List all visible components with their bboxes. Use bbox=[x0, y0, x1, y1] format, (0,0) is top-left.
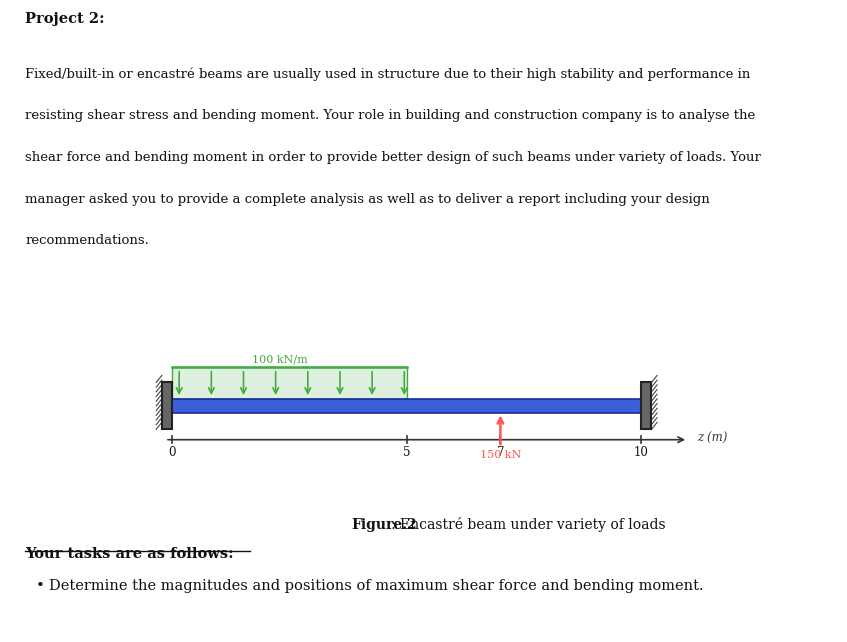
Bar bbox=[162, 383, 172, 429]
Text: Figure.2: Figure.2 bbox=[352, 518, 417, 532]
Text: 5: 5 bbox=[403, 446, 411, 459]
Text: Fixed/built-in or encastré beams are usually used in structure due to their high: Fixed/built-in or encastré beams are usu… bbox=[25, 68, 750, 82]
Bar bbox=[172, 367, 407, 399]
Text: recommendations.: recommendations. bbox=[25, 234, 149, 247]
Text: 7: 7 bbox=[496, 446, 504, 459]
Bar bbox=[641, 383, 651, 429]
Text: 100 kN/m: 100 kN/m bbox=[252, 354, 307, 364]
Text: 0: 0 bbox=[169, 446, 176, 459]
Text: •: • bbox=[36, 579, 44, 593]
Text: 150 kN: 150 kN bbox=[479, 451, 521, 460]
Text: Project 2:: Project 2: bbox=[25, 12, 105, 26]
Text: manager asked you to provide a complete analysis as well as to deliver a report : manager asked you to provide a complete … bbox=[25, 193, 710, 205]
Text: z (m): z (m) bbox=[697, 432, 728, 445]
Text: : Encastré beam under variety of loads: : Encastré beam under variety of loads bbox=[391, 517, 666, 532]
Bar bbox=[172, 399, 641, 413]
Text: 10: 10 bbox=[634, 446, 649, 459]
Text: resisting shear stress and bending moment. Your role in building and constructio: resisting shear stress and bending momen… bbox=[25, 109, 756, 123]
Text: shear force and bending moment in order to provide better design of such beams u: shear force and bending moment in order … bbox=[25, 151, 761, 164]
Text: Determine the magnitudes and positions of maximum shear force and bending moment: Determine the magnitudes and positions o… bbox=[49, 579, 704, 593]
Text: Your tasks are as follows:: Your tasks are as follows: bbox=[25, 547, 234, 561]
